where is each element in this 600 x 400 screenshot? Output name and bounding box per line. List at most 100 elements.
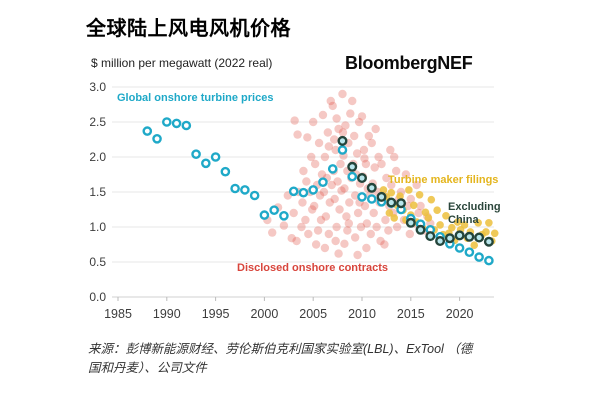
contract-price-point (323, 128, 333, 137)
contract-price-point (334, 124, 343, 134)
contract-price-point (320, 243, 330, 253)
contract-price-point (287, 234, 296, 243)
filing-price-point (490, 229, 499, 238)
series-label: Disclosed onshore contracts (237, 262, 388, 274)
filing-price-point (427, 195, 436, 204)
y-axis-tick-label: 1.5 (89, 185, 106, 199)
y-axis-tick-label: 2.5 (89, 115, 106, 129)
global-price-point (201, 158, 211, 169)
series-label: Turbine maker filings (388, 174, 499, 186)
y-axis-tick-label: 3.0 (89, 80, 106, 94)
contract-price-point (329, 135, 339, 144)
contract-price-point (308, 205, 317, 214)
contract-price-point (412, 180, 421, 190)
contract-price-point (376, 236, 385, 246)
source-note: 来源：彭博新能源财经、劳伦斯伯克利国家实验室(LBL)、ExTool （德国和丹… (88, 342, 473, 375)
contract-price-point (319, 187, 329, 197)
contract-price-point (405, 229, 415, 239)
series-label: Global onshore turbine prices (117, 92, 274, 104)
filing-price-point (379, 186, 388, 194)
contract-price-point (324, 229, 334, 239)
contract-price-point (370, 163, 379, 172)
filing-price-point (385, 209, 394, 217)
x-axis-tick-label: 2020 (446, 307, 474, 321)
excluding-china-point (474, 232, 485, 243)
contract-price-point (374, 152, 383, 162)
contract-price-point (334, 249, 343, 258)
global-price-point (191, 149, 201, 159)
contract-price-point (316, 215, 326, 225)
contract-price-point (357, 112, 367, 121)
global-price-point (337, 145, 348, 155)
global-price-point (484, 255, 494, 266)
contract-price-point (344, 219, 354, 228)
contract-price-point (324, 142, 334, 151)
contract-price-point (290, 116, 299, 125)
contract-price-point (401, 170, 411, 179)
contract-price-point (414, 208, 423, 218)
contract-price-point (302, 177, 311, 186)
global-price-point (327, 164, 338, 174)
contract-price-point (268, 228, 277, 237)
x-axis-tick-label: 2000 (250, 307, 278, 321)
contract-price-point (384, 226, 393, 235)
excluding-china-point (454, 230, 465, 241)
excluding-china-point (376, 191, 387, 202)
contract-price-point (356, 222, 366, 232)
contract-price-point (326, 96, 335, 106)
global-price-point (142, 126, 153, 136)
contract-price-point (331, 145, 340, 155)
excluding-china-point (337, 135, 348, 146)
contract-price-point (364, 131, 374, 141)
contract-price-point (292, 236, 301, 246)
global-price-point (161, 117, 172, 127)
y-axis-unit-label: $ million per megawatt (2022 real) (91, 56, 273, 70)
contract-price-point (354, 117, 364, 127)
contract-price-point (382, 173, 391, 183)
global-price-point (288, 186, 299, 197)
filing-price-point (390, 214, 399, 222)
contract-price-point (371, 124, 380, 134)
contract-price-point (321, 212, 331, 221)
contract-price-point (360, 154, 369, 163)
filing-price-point (485, 219, 493, 227)
contract-price-point (325, 198, 334, 207)
bloombergnef-logo: BloombergNEF (345, 53, 473, 73)
contract-price-point (342, 212, 351, 221)
filing-price-point (453, 218, 462, 226)
contract-price-point (333, 177, 342, 186)
contract-price-point (303, 133, 312, 142)
global-price-point (366, 194, 377, 204)
filing-price-point (387, 188, 396, 197)
contract-price-point (362, 219, 372, 228)
contract-price-point (331, 236, 340, 246)
global-price-point (152, 133, 162, 144)
filing-price-point (433, 206, 441, 214)
contract-price-point (310, 159, 320, 169)
y-axis-tick-label: 0.0 (89, 290, 106, 304)
contract-price-point (304, 229, 313, 239)
contract-price-point (381, 215, 390, 225)
contract-price-point (311, 240, 321, 249)
contract-price-point (345, 198, 354, 207)
global-price-point (269, 205, 279, 215)
filing-price-point (415, 191, 424, 199)
x-axis-tick-label: 1985 (104, 307, 132, 321)
contract-price-point (360, 201, 370, 211)
global-price-point (454, 243, 465, 253)
contract-price-point (359, 145, 369, 155)
contract-price-point (406, 194, 415, 204)
contract-price-point (279, 221, 289, 230)
global-price-point (474, 252, 484, 262)
contract-price-point (352, 149, 362, 158)
contract-price-point (315, 191, 325, 200)
contract-price-point (392, 222, 402, 232)
filing-price-point (424, 214, 433, 222)
global-price-point (249, 190, 260, 201)
y-axis-tick-label: 1.0 (89, 220, 106, 234)
contract-price-point (380, 240, 389, 249)
contract-price-point (372, 222, 381, 232)
contract-price-point (350, 233, 360, 242)
